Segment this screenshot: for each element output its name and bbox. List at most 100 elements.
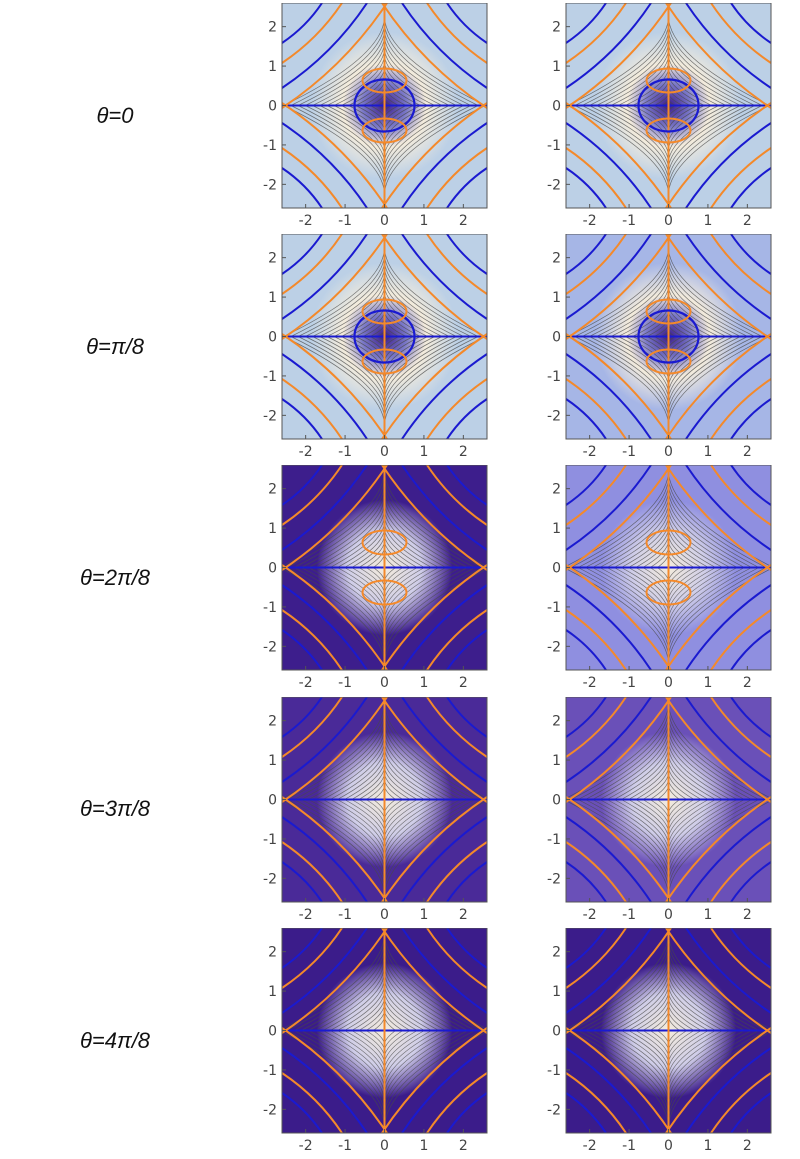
y-tick-label: -1	[547, 600, 561, 616]
y-tick-label: 1	[552, 753, 561, 769]
y-tick-label: -2	[547, 1102, 561, 1118]
corner-curve	[282, 1072, 343, 1133]
corner-curve	[282, 928, 323, 969]
corner-curve	[685, 465, 771, 551]
orange-loop-top	[361, 298, 408, 325]
corner-curve	[282, 609, 343, 670]
corner-curve	[282, 398, 323, 439]
orange-loop-bottom	[361, 348, 408, 375]
corner-curve	[282, 102, 388, 208]
corner-curve	[710, 147, 771, 208]
corner-curve	[566, 584, 652, 670]
corner-curve	[282, 378, 343, 439]
corner-curve	[566, 398, 607, 439]
y-tick-label: -1	[547, 369, 561, 385]
orange-loop-bottom	[361, 117, 408, 144]
corner-curve	[426, 928, 487, 989]
corner-curve	[730, 398, 771, 439]
contour-panel-r1-c1: -2 -1 0 1 2 2 1 0 -1 -2	[547, 234, 772, 460]
corner-curve	[566, 378, 627, 439]
x-tick-label: 0	[380, 213, 389, 229]
y-tick-label: 2	[552, 714, 561, 730]
y-tick-label: 0	[552, 561, 561, 577]
x-tick-label: 1	[703, 1138, 712, 1154]
corner-curve	[566, 234, 672, 340]
corner-curve	[381, 234, 487, 340]
corner-curve	[566, 928, 652, 1014]
corner-curve	[710, 841, 771, 902]
corner-curve	[730, 234, 771, 275]
corner-curve	[426, 3, 487, 64]
corner-curve	[446, 928, 487, 969]
y-tick-label: -1	[263, 1063, 277, 1079]
corner-curve	[665, 564, 771, 670]
central-blue-loop	[353, 309, 416, 364]
x-tick-label: 1	[419, 675, 428, 691]
corner-curve	[665, 102, 771, 208]
central-blue-loop	[637, 309, 700, 364]
x-tick-label: -1	[622, 907, 636, 923]
orange-loop-bottom	[645, 579, 692, 606]
row-label-theta-4pi-8: θ=4π/8	[79, 1028, 151, 1053]
corner-curve	[426, 234, 487, 295]
corner-curve	[381, 3, 487, 109]
x-tick-label: 0	[664, 907, 673, 923]
y-tick-label: 1	[268, 753, 277, 769]
corner-curve	[282, 697, 368, 783]
corner-curve	[566, 465, 652, 551]
corner-curve	[710, 465, 771, 526]
corner-curve	[566, 465, 672, 571]
x-tick-label: -2	[583, 907, 597, 923]
y-tick-label: 2	[268, 251, 277, 267]
corner-curve	[685, 1047, 771, 1133]
corner-curve	[446, 1092, 487, 1133]
corner-curve	[566, 3, 607, 44]
y-tick-label: 0	[552, 1024, 561, 1040]
y-tick-label: 2	[268, 482, 277, 498]
orange-loop-top	[361, 67, 408, 94]
corner-curve	[710, 928, 771, 989]
x-tick-label: 2	[459, 1138, 468, 1154]
x-tick-label: 1	[703, 907, 712, 923]
corner-curve	[566, 234, 607, 275]
corner-curve	[446, 861, 487, 902]
corner-curve	[685, 816, 771, 902]
y-tick-label: 1	[552, 290, 561, 306]
x-tick-label: 2	[459, 675, 468, 691]
y-tick-label: 0	[268, 793, 277, 809]
y-tick-label: 1	[268, 59, 277, 75]
corner-curve	[730, 167, 771, 208]
x-tick-label: 1	[419, 1138, 428, 1154]
corner-curve	[401, 122, 487, 208]
y-tick-label: -1	[263, 138, 277, 154]
x-tick-label: -2	[299, 213, 313, 229]
corner-curve	[282, 465, 343, 526]
corner-curve	[282, 1092, 323, 1133]
x-tick-label: 0	[664, 444, 673, 460]
orange-loop-top	[361, 529, 408, 556]
corner-curve	[710, 378, 771, 439]
corner-curve	[282, 697, 343, 758]
x-tick-label: 2	[743, 444, 752, 460]
corner-curve	[566, 816, 652, 902]
y-tick-label: 2	[268, 945, 277, 961]
corner-curve	[665, 1027, 771, 1133]
corner-curve	[566, 697, 652, 783]
corner-curve	[710, 3, 771, 64]
corner-curve	[426, 147, 487, 208]
corner-curve	[566, 353, 652, 439]
x-tick-label: 0	[380, 444, 389, 460]
x-tick-label: 2	[743, 675, 752, 691]
corner-curve	[401, 1047, 487, 1133]
x-tick-label: 1	[703, 675, 712, 691]
corner-curve	[446, 3, 487, 44]
corner-curve	[566, 629, 607, 670]
orange-loop-bottom	[361, 579, 408, 606]
y-tick-label: -2	[547, 639, 561, 655]
corner-curve	[446, 465, 487, 506]
x-tick-label: -1	[622, 675, 636, 691]
y-tick-label: 0	[268, 561, 277, 577]
corner-curve	[426, 697, 487, 758]
corner-curve	[426, 1072, 487, 1133]
corner-curve	[566, 465, 627, 526]
